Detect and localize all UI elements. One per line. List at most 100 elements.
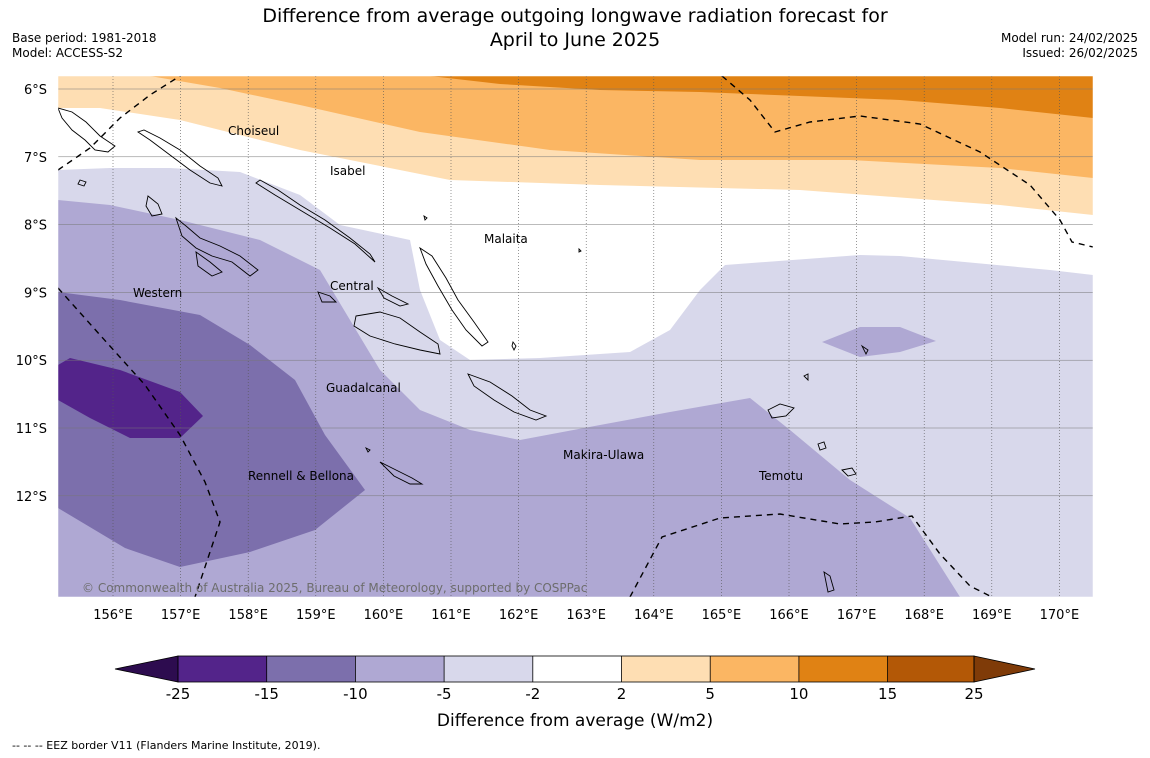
colorbar-bin-minus2-2 — [532, 656, 622, 682]
coastlines — [58, 107, 869, 593]
colorbar-tick-label: -25 — [166, 685, 191, 703]
region-label-rennell-bellona: Rennell & Bellona — [248, 469, 354, 483]
colorbar-tick-label: -5 — [437, 685, 452, 703]
lon-tick-label: 165°E — [702, 608, 742, 623]
lat-tick-label: 11°S — [16, 422, 47, 437]
title-line-1: Difference from average outgoing longwav… — [262, 5, 888, 27]
coastline-sikaiana — [578, 247, 582, 253]
lon-tick-label: 168°E — [904, 608, 944, 623]
lon-tick-label: 161°E — [431, 608, 471, 623]
colorbar-tick-label: -10 — [343, 685, 368, 703]
lon-tick-label: 170°E — [1040, 608, 1080, 623]
model-run: Model run: 24/02/2025 — [1000, 31, 1138, 45]
coastline-new-georgia — [175, 216, 259, 277]
lat-tick-label: 6°S — [24, 83, 47, 98]
region-label-western: Western — [133, 286, 182, 300]
colorbar-bin-minus5-2 — [444, 656, 533, 682]
fill-plus5-10 — [150, 76, 1093, 178]
colorbar-tick-labels: -25 -15 -10 -5 -2 2 5 10 15 25 — [166, 656, 984, 703]
lat-tick-label: 12°S — [16, 490, 47, 505]
issued-date: Issued: 26/02/2025 — [1022, 46, 1138, 60]
coastline-tikopia — [823, 571, 835, 593]
coastline-ranongga — [195, 251, 223, 277]
fill-minus5-10-island — [822, 327, 936, 357]
meta-right: Model run: 24/02/2025 Issued: 26/02/2025 — [1001, 31, 1138, 61]
fill-minus10-15 — [58, 292, 365, 567]
colorbar-bin-5-10 — [710, 656, 799, 682]
colorbar-bin-minus10-5 — [355, 656, 445, 682]
coastline-guadalcanal — [353, 311, 441, 355]
coastline-makira — [467, 373, 548, 421]
region-label-malaita: Malaita — [484, 232, 528, 246]
coastline-bellona — [364, 446, 371, 453]
eez-footnote: -- -- -- EEZ border V11 (Flanders Marine… — [12, 739, 321, 752]
eez-north-border — [58, 76, 181, 171]
coastline-santa-cruz — [767, 403, 795, 419]
coastline-shortland — [77, 179, 87, 187]
lon-tick-label: 160°E — [364, 608, 404, 623]
coastline-utupua — [817, 441, 827, 451]
coastline-reef-islands — [860, 344, 869, 356]
lon-tick-label: 156°E — [93, 608, 133, 623]
colorbar-tick-label: 2 — [617, 685, 627, 703]
colorbar: -25 -15 -10 -5 -2 2 5 10 15 25 Difference from av… — [114, 655, 1036, 731]
meta-left: Base period: 1981-2018 Model: ACCESS-S2 — [12, 31, 157, 61]
colorbar-bin-15-25 — [887, 656, 974, 682]
colorbar-bin-10-15 — [798, 656, 888, 682]
lon-tick-label: 163°E — [566, 608, 606, 623]
colorbar-tick-label: 25 — [964, 685, 983, 703]
title-line-2: April to June 2025 — [489, 29, 661, 51]
lon-tick-label: 158°E — [228, 608, 268, 623]
region-labels: Choiseul Isabel Malaita Western Central … — [133, 124, 803, 483]
coastline-isabel — [255, 179, 376, 263]
longitude-ticks: 156°E 157°E 158°E 159°E 160°E 161°E 162°E 163°E… — [93, 608, 1079, 623]
region-label-choiseul: Choiseul — [228, 124, 279, 138]
lon-tick-label: 157°E — [161, 608, 201, 623]
eez-northeast-border — [721, 76, 1093, 248]
forecast-map: Choiseul Isabel Malaita Western Central … — [16, 75, 1094, 731]
coastline-vella — [145, 195, 163, 217]
copyright-notice: © Commonwealth of Australia 2025, Bureau… — [82, 581, 587, 595]
region-label-temotu: Temotu — [758, 469, 803, 483]
coastline-duff — [803, 373, 809, 382]
lon-tick-label: 166°E — [769, 608, 809, 623]
colorbar-tick-label: -2 — [525, 685, 540, 703]
chart-title: Difference from average outgoing longwav… — [0, 4, 1150, 52]
eez-south-border — [629, 513, 993, 597]
fill-minus15-25 — [58, 358, 203, 438]
colorbar-extend-high — [973, 655, 1036, 683]
coastline-ulawa — [511, 340, 517, 352]
coastline-rennell — [379, 461, 424, 485]
coastline-russell — [317, 291, 338, 303]
lon-tick-label: 159°E — [296, 608, 336, 623]
colorbar-bin-2-5 — [621, 656, 711, 682]
map-frame — [57, 75, 1094, 598]
contour-fills — [58, 76, 1093, 597]
colorbar-tick-label: 10 — [789, 685, 808, 703]
colorbar-title: Difference from average (W/m2) — [437, 711, 713, 731]
lon-tick-label: 164°E — [634, 608, 674, 623]
colorbar-bin-minus15-10 — [266, 656, 356, 682]
colorbar-tick-label: 5 — [705, 685, 715, 703]
lat-tick-label: 9°S — [24, 286, 47, 301]
eez-borders — [58, 76, 1093, 597]
base-period: Base period: 1981-2018 — [12, 31, 157, 45]
colorbar-bin-minus25-15 — [178, 656, 267, 682]
colorbar-tick-label: -15 — [254, 685, 279, 703]
coastline-florida — [376, 286, 410, 307]
coastline-ontong-java — [423, 214, 428, 221]
coastline-malaita — [419, 246, 489, 347]
colorbar-extend-low — [114, 655, 179, 683]
latitude-ticks: 6°S 7°S 8°S 9°S 10°S 11°S 12°S — [16, 83, 47, 505]
lon-tick-label: 167°E — [837, 608, 877, 623]
region-label-guadalcanal: Guadalcanal — [326, 381, 401, 395]
region-label-isabel: Isabel — [330, 164, 365, 178]
region-label-makira-ulawa: Makira-Ulawa — [563, 448, 644, 462]
lat-tick-label: 7°S — [24, 151, 47, 166]
grid-lines — [58, 76, 1093, 597]
fill-plus10-15 — [430, 76, 1093, 118]
region-label-central: Central — [330, 279, 374, 293]
coastline-vanikoro — [841, 467, 857, 477]
colorbar-tick-label: 15 — [878, 685, 897, 703]
coastline-bougainville — [58, 107, 116, 153]
